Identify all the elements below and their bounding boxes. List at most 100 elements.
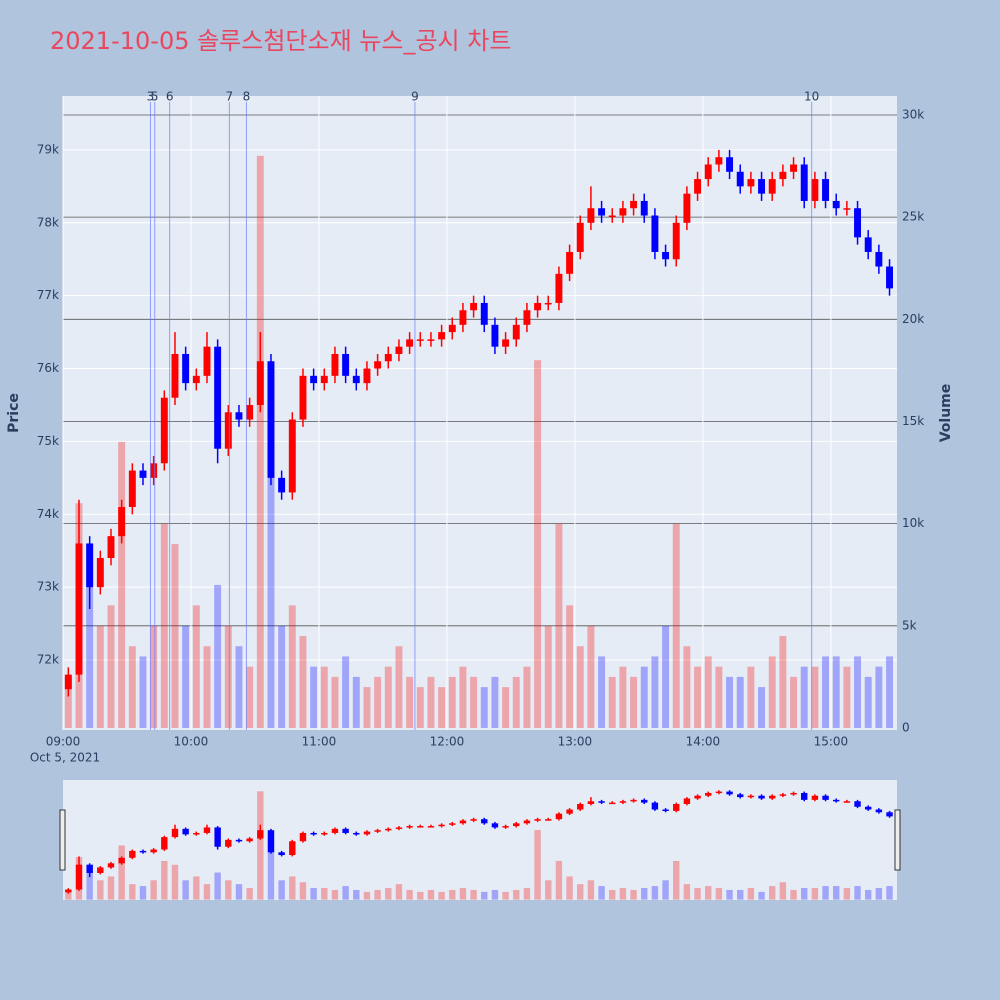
slider-candle-body: [193, 832, 200, 835]
slider-volume-bar: [459, 888, 467, 900]
slider-candle-body: [523, 820, 531, 824]
candle-body: [267, 361, 275, 478]
candle-body: [256, 361, 264, 405]
candle-body: [715, 157, 723, 165]
candle-body: [779, 171, 787, 180]
slider-volume-bar: [427, 889, 435, 900]
slider-candle-body: [107, 863, 115, 868]
volume-bar: [758, 687, 766, 728]
candle-body: [726, 157, 734, 172]
volume-bar: [555, 523, 563, 728]
slider-volume-bar: [737, 889, 744, 900]
candle-body: [694, 179, 702, 194]
slider-volume-bar: [449, 889, 456, 900]
slider-candle-body: [502, 826, 509, 828]
volume-bar: [694, 666, 702, 728]
slider-candle-body: [662, 809, 669, 812]
volume-bar: [118, 441, 126, 728]
news-marker-label: 9: [411, 90, 419, 104]
slider-candle-body: [65, 889, 72, 893]
slider-volume-bar: [801, 888, 808, 900]
candle-body: [363, 368, 371, 384]
slider-volume-bar: [726, 889, 733, 900]
volume-bar: [811, 666, 819, 728]
slider-volume-bar: [779, 882, 787, 900]
slider-candle-body: [513, 823, 520, 827]
slider-candle-body: [459, 820, 467, 824]
volume-bar: [278, 625, 286, 728]
slider-volume-bar: [545, 880, 552, 900]
y2-tick-label: 15k: [902, 414, 924, 428]
slider-volume-bar: [86, 864, 93, 900]
slider-candle-body: [363, 831, 371, 835]
candle-body: [75, 543, 83, 675]
volume-bar: [299, 636, 307, 728]
candle-body: [384, 353, 392, 362]
volume-bar: [491, 676, 499, 728]
slider-candle-body: [705, 792, 712, 796]
candle-body: [427, 339, 435, 341]
volume-bar: [224, 625, 232, 728]
y-axis-title: Price: [6, 393, 22, 433]
slider-volume-bar: [705, 886, 712, 900]
volume-bar: [310, 666, 318, 728]
candle-body: [790, 164, 798, 172]
slider-handle: [59, 809, 66, 871]
slider-candle-body: [86, 864, 93, 873]
slider-volume-bar: [353, 889, 360, 900]
slider-candle-body: [129, 850, 136, 858]
slider-candle-body: [758, 795, 765, 799]
volume-bar: [726, 676, 734, 728]
volume-bar: [523, 666, 531, 728]
range-slider: [63, 780, 897, 900]
slider-volume-bar: [843, 888, 851, 900]
slider-volume-bar: [619, 888, 627, 900]
slider-volume-bar: [651, 886, 659, 900]
volume-bar: [683, 646, 691, 728]
slider-volume-bar: [811, 888, 819, 900]
volume-bar: [64, 676, 72, 728]
slider-candle-body: [598, 801, 605, 803]
slider-candle-body: [587, 801, 595, 804]
candle-body: [299, 375, 307, 420]
volume-bar: [342, 656, 350, 728]
candle-body: [704, 164, 712, 180]
volume-bar: [704, 656, 712, 728]
slider-candle-body: [267, 830, 275, 853]
news-marker-label: 5: [151, 90, 159, 104]
volume-bar: [86, 544, 94, 728]
candle-body: [758, 179, 766, 194]
news-marker-label: 6: [166, 90, 174, 104]
slider-candle-body: [310, 832, 317, 835]
candle-body: [171, 353, 179, 398]
slider-volume-bar: [193, 876, 200, 900]
candle-body: [854, 208, 862, 238]
candle-body: [747, 179, 755, 187]
slider-candle-body: [235, 839, 243, 842]
volume-bar: [672, 523, 680, 728]
y-tick-label: 76k: [37, 361, 59, 375]
candle-body: [651, 215, 659, 252]
candle-body: [544, 302, 552, 305]
slider-volume-bar: [513, 889, 520, 900]
volume-bar: [363, 687, 371, 728]
candle-body: [352, 375, 360, 384]
y2-tick-label: 20k: [902, 312, 924, 326]
slider-candle-body: [769, 795, 776, 799]
volume-bar: [128, 646, 136, 728]
slider-volume-bar: [438, 891, 445, 900]
slider-volume-bar: [609, 889, 616, 900]
slider-candle-body: [726, 791, 733, 795]
slider-volume-bar: [406, 889, 413, 900]
candle-body: [608, 215, 616, 218]
volume-bar: [150, 625, 158, 728]
volume-bar: [608, 676, 616, 728]
volume-bar: [395, 646, 403, 728]
candle-body: [395, 346, 403, 354]
slider-candle-body: [438, 824, 445, 827]
slider-volume-bar: [385, 888, 392, 900]
slider-candle-body: [214, 827, 221, 847]
slider-candle-body: [353, 832, 360, 835]
slider-volume-bar: [822, 886, 829, 900]
